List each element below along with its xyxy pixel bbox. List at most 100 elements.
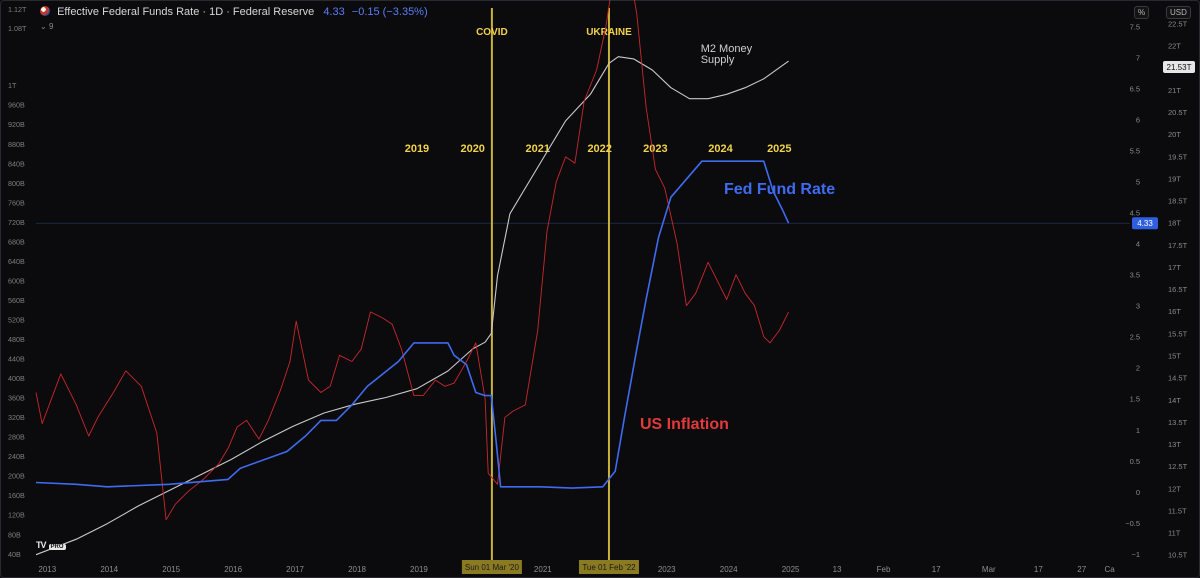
- x-tick-label: 17: [1034, 565, 1043, 574]
- middle-axis-tick: 4.5: [1130, 209, 1140, 218]
- series-change: −0.15 (−3.35%): [351, 6, 428, 18]
- right-axis-tick: 17T: [1168, 263, 1181, 272]
- right-axis-tick: 22T: [1168, 42, 1181, 51]
- middle-axis-tick: 0: [1136, 488, 1140, 497]
- left-axis-tick: 760B: [8, 198, 25, 207]
- middle-axis-tick: 5: [1136, 178, 1140, 187]
- right-axis-tick: 14T: [1168, 396, 1181, 405]
- x-tick-label: 2015: [162, 565, 180, 574]
- series-title[interactable]: Effective Federal Funds Rate · 1D · Fede…: [57, 6, 315, 18]
- x-tick-label: 2023: [658, 565, 676, 574]
- right-axis-tick: 10.5T: [1168, 551, 1188, 560]
- right-axis-tick: 17.5T: [1168, 241, 1188, 250]
- year-label: 2020: [460, 143, 484, 155]
- percent-button[interactable]: %: [1134, 6, 1150, 19]
- tradingview-logo: TV PRO: [36, 540, 66, 550]
- middle-axis-tick: 3: [1136, 302, 1140, 311]
- middle-axis-tick: 2.5: [1130, 333, 1140, 342]
- x-tick-label: 2014: [100, 565, 118, 574]
- event-date-badge: [578, 560, 639, 574]
- middle-axis-tick: 6: [1136, 116, 1140, 125]
- middle-axis-tick: 2: [1136, 364, 1140, 373]
- currency-button[interactable]: USD: [1166, 6, 1191, 19]
- left-axis-tick: 1.08T: [8, 24, 27, 33]
- left-axis-tick: 880B: [8, 140, 25, 149]
- m2-money-supply-line: [35, 56, 789, 556]
- right-axis-tick: 16T: [1168, 307, 1181, 316]
- left-axis-tick: 40B: [8, 550, 21, 559]
- x-tick-label: 2024: [720, 565, 738, 574]
- right-axis-tick: 16.5T: [1168, 285, 1188, 294]
- x-tick-label: 2021: [534, 565, 552, 574]
- left-axis-tick: 1.12T: [8, 5, 27, 14]
- left-axis-tick: 360B: [8, 394, 25, 403]
- right-axis-tick: 13T: [1168, 440, 1181, 449]
- x-tick-label: 13: [833, 565, 842, 574]
- year-label: 2024: [708, 143, 733, 155]
- indicator-toggle[interactable]: ⌄ 9: [40, 22, 53, 31]
- middle-axis-tick: 4: [1136, 240, 1140, 249]
- chart-header: Effective Federal Funds Rate · 1D · Fede…: [40, 6, 428, 18]
- right-axis-tick: 12T: [1168, 484, 1181, 493]
- left-axis-tick: 800B: [8, 179, 25, 188]
- right-axis-tick: 22.5T: [1168, 19, 1188, 28]
- right-axis-tick: 18T: [1168, 219, 1181, 228]
- year-label: 2025: [767, 143, 791, 155]
- series-value: 4.33: [323, 6, 345, 18]
- right-axis-tick: 11T: [1168, 529, 1181, 538]
- event-date-label: Tue 01 Feb '22: [582, 563, 636, 572]
- left-axis-tick: 680B: [8, 237, 25, 246]
- year-label: 2019: [405, 143, 429, 155]
- left-axis-tick: 640B: [8, 257, 25, 266]
- year-label: 2021: [525, 143, 549, 155]
- year-label: 2022: [587, 143, 611, 155]
- m2-value-badge: [1163, 61, 1195, 73]
- event-date-label: Sun 01 Mar '20: [465, 563, 520, 572]
- right-axis-tick: 20.5T: [1168, 108, 1188, 117]
- left-axis-tick: 920B: [8, 120, 25, 129]
- left-axis-tick: 480B: [8, 335, 25, 344]
- right-axis-tick: 14.5T: [1168, 374, 1188, 383]
- right-axis-tick: 19.5T: [1168, 152, 1188, 161]
- left-axis-tick: 720B: [8, 218, 25, 227]
- x-tick-label: 2025: [782, 565, 800, 574]
- left-axis-tick: 80B: [8, 530, 21, 539]
- right-axis-tick: 13.5T: [1168, 418, 1188, 427]
- us-inflation-label: US Inflation: [640, 416, 729, 433]
- right-axis-tick: 20T: [1168, 130, 1181, 139]
- middle-axis-tick: 7: [1136, 54, 1140, 63]
- right-axis-tick: 15T: [1168, 351, 1181, 360]
- m2-label: M2 Money: [701, 43, 753, 55]
- middle-axis-tick: −0.5: [1125, 519, 1140, 528]
- fed-fund-rate-line: [35, 160, 790, 489]
- chevron-down-icon: ⌄: [40, 22, 47, 31]
- middle-axis-tick: 6.5: [1130, 85, 1140, 94]
- left-axis-tick: 400B: [8, 374, 25, 383]
- x-tick-label: 17: [932, 565, 941, 574]
- right-axis-tick: 19T: [1168, 174, 1181, 183]
- right-axis-tick: 21T: [1168, 86, 1181, 95]
- left-axis-tick: 560B: [8, 296, 25, 305]
- middle-axis-tick: −1: [1131, 550, 1140, 559]
- middle-axis-tick: 0.5: [1130, 457, 1140, 466]
- indicator-count: 9: [48, 22, 54, 31]
- x-tick-label: Ca: [1104, 565, 1115, 574]
- event-label: COVID: [476, 27, 508, 38]
- left-axis-tick: 440B: [8, 355, 25, 364]
- x-tick-label: 2013: [38, 565, 56, 574]
- left-axis-tick: 1T: [8, 81, 17, 90]
- event-label: UKRAINE: [586, 27, 632, 38]
- left-axis-tick: 240B: [8, 452, 25, 461]
- fed-fund-rate-label: Fed Fund Rate: [724, 181, 835, 198]
- x-tick-label: 27: [1077, 565, 1086, 574]
- m2-label: Supply: [701, 54, 735, 66]
- us-inflation-line: [35, 0, 790, 521]
- x-tick-label: Feb: [877, 565, 891, 574]
- x-tick-label: 2019: [410, 565, 428, 574]
- us-flag-icon: [40, 6, 50, 16]
- event-date-badge: [461, 560, 522, 574]
- x-tick-label: 2016: [224, 565, 242, 574]
- x-tick-label: Mar: [982, 565, 996, 574]
- left-axis-tick: 200B: [8, 472, 25, 481]
